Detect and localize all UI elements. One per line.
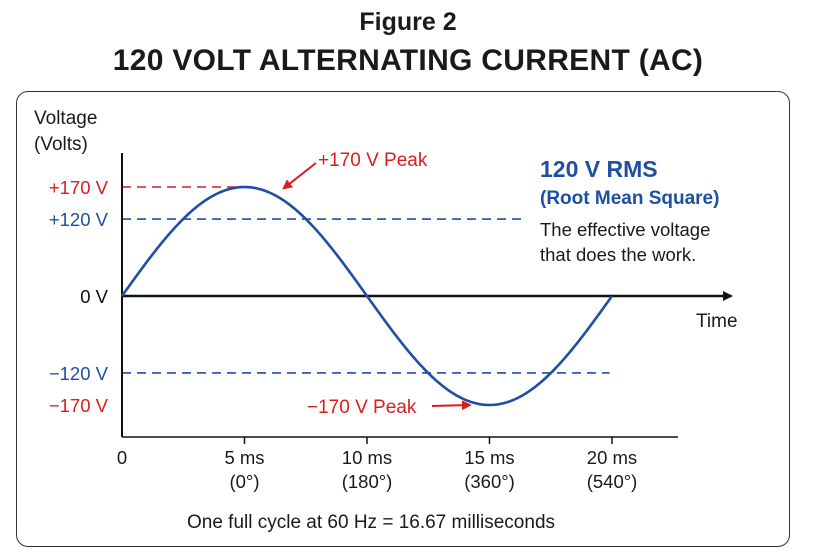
x-tick-sublabel: (360°) (464, 471, 515, 492)
rms-description-line-1: The effective voltage (540, 219, 710, 240)
positive-peak-label: +170 V Peak (318, 150, 428, 171)
y-tick-label: +120 V (49, 209, 109, 230)
x-tick-sublabel: (0°) (229, 471, 259, 492)
rms-description-line-2: that does the work. (540, 244, 696, 265)
x-tick-sublabel: (180°) (342, 471, 393, 492)
figure-label: Figure 2 (359, 8, 457, 36)
positive-peak-arrow (282, 162, 317, 190)
x-axis-title: Time (696, 311, 738, 332)
sine-wave-series-line (120, 185, 614, 407)
y-axis-title-line-2: (Volts) (34, 134, 88, 155)
x-tick-label: 10 ms (342, 447, 392, 468)
footer-caption: One full cycle at 60 Hz = 16.67 millisec… (187, 512, 555, 533)
rms-title: 120 V RMS (540, 156, 658, 182)
negative-peak-label: −170 V Peak (307, 397, 417, 418)
y-tick-label: −170 V (49, 395, 109, 416)
chart-title: 120 VOLT ALTERNATING CURRENT (AC) (112, 44, 704, 77)
y-tick-label: 0 V (80, 286, 108, 307)
x-tick-sublabel: (540°) (587, 471, 638, 492)
negative-peak-arrow (431, 400, 472, 411)
x-tick-label: 20 ms (587, 447, 637, 468)
y-axis-title-line-1: Voltage (34, 108, 97, 129)
y-tick-label: +170 V (49, 177, 109, 198)
rms-subtitle: (Root Mean Square) (540, 188, 719, 209)
x-tick-label: 5 ms (224, 447, 264, 468)
x-tick-label: 0 (117, 447, 127, 468)
x-tick-label: 15 ms (464, 447, 514, 468)
y-tick-label: −120 V (49, 363, 109, 384)
chart-frame (16, 91, 790, 547)
